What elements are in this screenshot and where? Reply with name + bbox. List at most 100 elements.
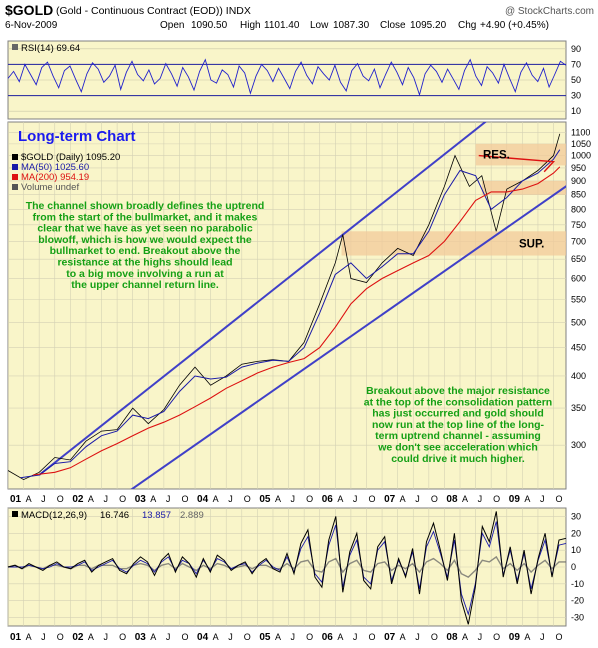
open-label: Open [160, 20, 184, 31]
symbol-description: (Gold - Continuous Contract (EOD)) INDX [56, 5, 251, 17]
open-value: 1090.50 [191, 20, 228, 31]
x-tick-label: A [400, 632, 406, 642]
x-tick-label: J [415, 494, 420, 504]
x-tick-label: J [540, 494, 545, 504]
x-tick-label: 03 [135, 494, 147, 505]
x-tick-label: 09 [509, 494, 521, 505]
x-tick-label: 08 [446, 632, 458, 643]
x-tick-label: A [400, 494, 406, 504]
macd-panel: -30 -20 -10 0 10 20 30 MACD(12,26,9) 16.746 13.85… [7, 507, 584, 627]
x-tick-label: O [431, 494, 438, 504]
x-tick-label: O [181, 494, 188, 504]
x-tick-label: A [524, 632, 530, 642]
annotation-title: Long-term Chart [18, 128, 136, 145]
macd-legend-value: 16.746 [100, 510, 129, 521]
rsi-legend-swatch [12, 44, 18, 50]
annotation-left-line: from the start of the bullmarket, and it… [33, 211, 258, 223]
x-tick-label: A [275, 494, 281, 504]
price-tick-label: 550 [571, 294, 586, 304]
x-tick-label: J [166, 494, 171, 504]
macd-legend-swatch [12, 511, 18, 517]
x-tick-label: 05 [259, 494, 271, 505]
high-label: High [240, 20, 261, 31]
price-tick-label: 1100 [571, 128, 590, 138]
price-tick-label: 850 [571, 190, 586, 200]
x-tick-label: 04 [197, 494, 209, 505]
price-legend-entry: MA(50) 1025.60 [21, 162, 89, 173]
macd-legend-value: 2.889 [180, 510, 204, 521]
zone-label: SUP. [519, 238, 544, 250]
x-tick-label: J [540, 632, 545, 642]
macd-title: MACD(12,26,9) [21, 510, 87, 521]
price-tick-label: 1000 [571, 151, 591, 161]
x-tick-label: 08 [446, 494, 458, 505]
close-label: Close [380, 20, 406, 31]
annotation-left-line: bullmarket to end. Breakout above the [50, 245, 241, 257]
price-tick-label: 800 [571, 204, 586, 214]
rsi-tick-label: 30 [571, 91, 581, 101]
price-tick-label: 500 [571, 317, 586, 327]
zone-band [481, 180, 566, 195]
x-tick-label: O [57, 494, 64, 504]
zone-label: RES. [483, 150, 510, 162]
annotation-left-line: The channel shown broadly defines the up… [26, 200, 265, 212]
price-legend-swatch [12, 164, 18, 170]
macd-tick-label: -30 [571, 613, 584, 623]
rsi-title: RSI(14) 69.64 [21, 43, 80, 54]
quote-values: Open 1090.50 High 1101.40 Low 1087.30 Cl… [160, 20, 549, 31]
x-tick-label: J [41, 632, 46, 642]
x-tick-label: 09 [509, 632, 521, 643]
x-tick-label: J [41, 494, 46, 504]
x-tick-label: O [306, 632, 313, 642]
price-tick-label: 950 [571, 163, 586, 173]
x-tick-label: 02 [72, 494, 84, 505]
macd-tick-label: 10 [571, 545, 581, 555]
chg-value: +4.90 (+0.45%) [480, 20, 549, 31]
annotation-right-line: at the top of the consolidation pattern [364, 396, 552, 408]
close-value: 1095.20 [410, 20, 447, 31]
macd-tick-label: -10 [571, 579, 584, 589]
zone-band [475, 143, 566, 166]
price-plot-content [8, 122, 566, 489]
x-tick-label: O [119, 632, 126, 642]
annotation-right-line: now run at the top line of the long- [372, 419, 545, 431]
x-tick-label: O [57, 632, 64, 642]
x-tick-label: O [493, 494, 500, 504]
x-tick-label: A [88, 494, 94, 504]
price-tick-label: 650 [571, 254, 586, 264]
x-tick-label: A [524, 494, 530, 504]
price-legend-swatch [12, 184, 18, 190]
x-tick-label: A [26, 494, 32, 504]
macd-series-2 [7, 555, 566, 578]
rsi-line [7, 58, 567, 97]
chg-label: Chg [458, 20, 476, 31]
x-tick-label: A [275, 632, 281, 642]
x-tick-label: A [337, 632, 343, 642]
rsi-tick-label: 70 [571, 59, 581, 69]
x-tick-label: J [478, 494, 483, 504]
price-tick-label: 600 [571, 273, 586, 283]
rsi-tick-label: 10 [571, 106, 581, 116]
x-tick-label: A [150, 632, 156, 642]
rsi-tick-label: 50 [571, 75, 581, 85]
x-tick-label: O [244, 632, 251, 642]
price-tick-label: 1050 [571, 139, 591, 149]
x-tick-label: J [166, 632, 171, 642]
rsi-tick-label: 90 [571, 44, 581, 54]
x-tick-label: O [181, 632, 188, 642]
macd-tick-label: 0 [571, 562, 576, 572]
x-tick-label: 03 [135, 632, 147, 643]
x-tick-label: J [353, 494, 358, 504]
x-tick-label: A [213, 494, 219, 504]
x-tick-label: A [26, 632, 32, 642]
x-tick-label: O [493, 632, 500, 642]
price-tick-label: 700 [571, 236, 586, 246]
annotation-left-line: to a big move involving a run at [66, 268, 224, 280]
macd-x-axis: 01 A J O 02 A J O 03 A J O 04 A J O 05 A J O 06 A J O 07 A J O 08 A J O… [10, 632, 563, 643]
annotation-left-line: clear that we have as yet seen no parabo… [37, 223, 253, 235]
macd-series-0 [7, 511, 567, 625]
x-tick-label: O [556, 494, 563, 504]
x-tick-label: A [150, 494, 156, 504]
x-tick-label: A [213, 632, 219, 642]
